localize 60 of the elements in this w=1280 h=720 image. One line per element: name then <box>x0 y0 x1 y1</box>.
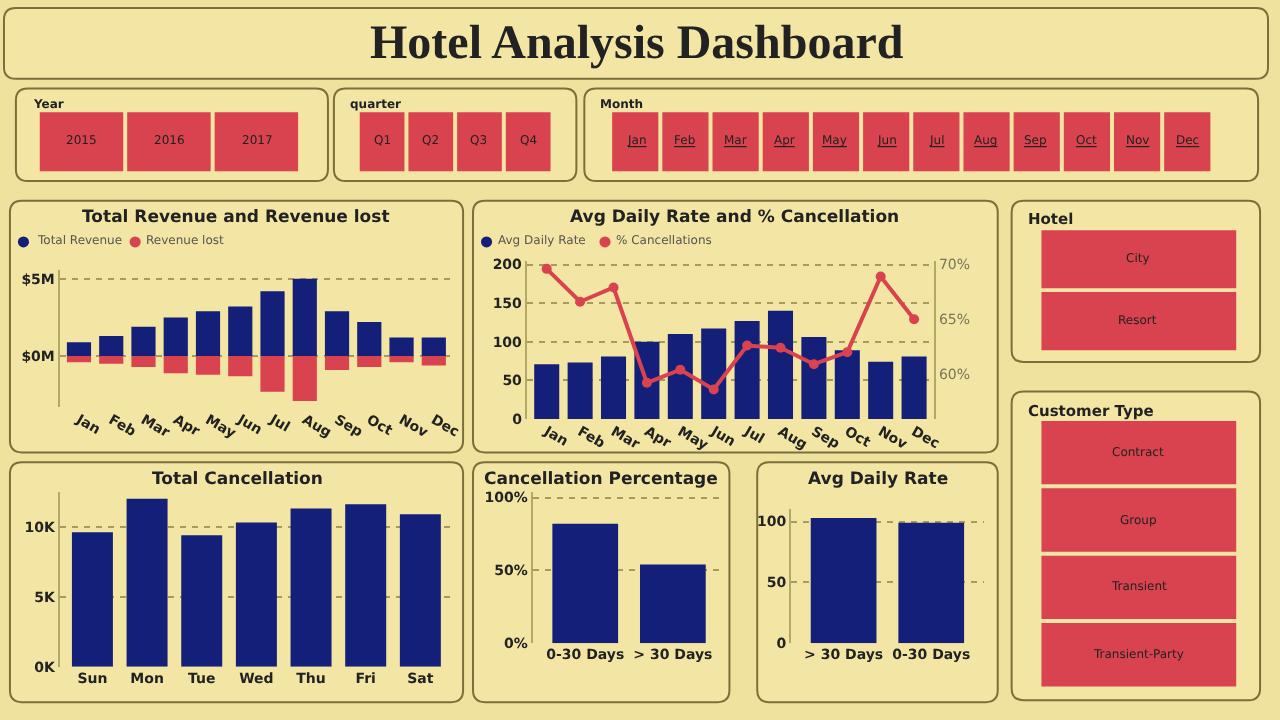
point <box>775 342 786 353</box>
bar <box>66 342 92 357</box>
chart-title: Total Revenue and Revenue lost <box>82 208 390 228</box>
point <box>742 340 753 351</box>
bar <box>868 361 894 419</box>
bar <box>126 498 168 667</box>
bar <box>195 356 221 375</box>
point <box>641 377 652 388</box>
bar <box>901 356 927 419</box>
bar <box>421 356 446 366</box>
bar <box>99 356 124 364</box>
bar <box>567 362 593 419</box>
bar <box>292 356 317 401</box>
chart-title: Cancellation Percentage <box>484 470 719 490</box>
bar <box>389 356 414 363</box>
bar <box>345 504 387 667</box>
bar <box>228 356 253 377</box>
bar <box>701 328 727 419</box>
bar <box>600 356 627 419</box>
bar <box>131 326 156 357</box>
chart-title: Avg Daily Rate <box>808 470 949 490</box>
bar <box>399 514 441 667</box>
point <box>875 271 886 282</box>
bar <box>260 291 285 357</box>
bar <box>235 522 277 667</box>
bar <box>131 356 156 367</box>
bar <box>99 336 124 357</box>
bar <box>324 356 350 371</box>
point <box>541 263 552 274</box>
bar <box>71 532 113 667</box>
point <box>909 314 920 325</box>
point <box>842 347 853 358</box>
bar <box>290 508 332 667</box>
chart-title: Total Cancellation <box>152 470 323 490</box>
bar <box>181 535 223 667</box>
point <box>675 364 686 375</box>
bar <box>534 364 560 419</box>
bar <box>163 317 188 357</box>
bar <box>734 320 760 419</box>
bar <box>834 350 860 419</box>
bar <box>292 278 317 357</box>
chart-title: Avg Daily Rate and % Cancellation <box>570 208 900 228</box>
bar <box>767 310 794 419</box>
bar <box>357 322 382 357</box>
bar <box>357 356 382 367</box>
bar <box>801 337 827 419</box>
point <box>808 359 819 370</box>
bar <box>389 337 414 357</box>
bar <box>195 311 221 357</box>
point <box>708 384 719 395</box>
bar <box>228 306 253 357</box>
bar <box>260 356 285 392</box>
bar <box>667 334 693 419</box>
point <box>575 296 586 307</box>
bar <box>324 311 350 357</box>
bar <box>66 356 92 363</box>
point <box>608 282 619 293</box>
text: Hotel Analysis Dashboard <box>370 18 905 70</box>
bar <box>421 337 446 357</box>
bar <box>163 356 188 374</box>
